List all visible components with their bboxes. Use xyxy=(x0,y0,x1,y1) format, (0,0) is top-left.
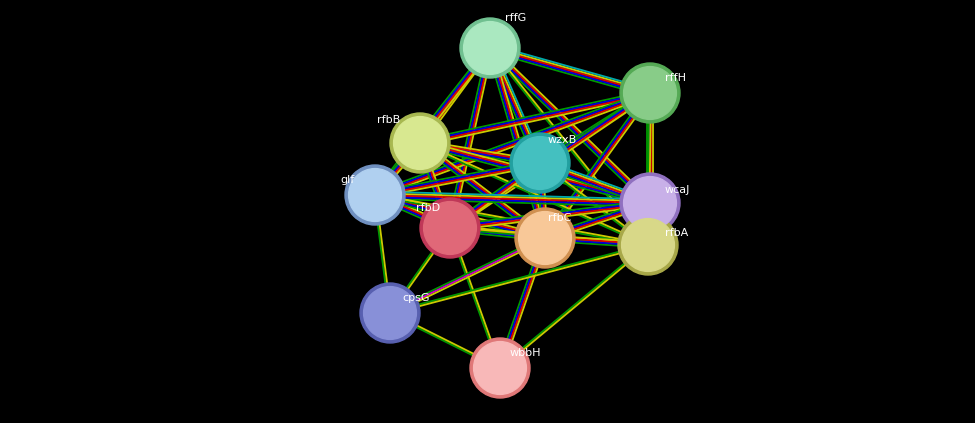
Circle shape xyxy=(618,215,678,275)
Circle shape xyxy=(519,212,571,264)
Circle shape xyxy=(463,22,517,74)
Text: rfbD: rfbD xyxy=(416,203,440,213)
Circle shape xyxy=(622,219,675,272)
Circle shape xyxy=(420,198,480,258)
Circle shape xyxy=(345,165,405,225)
Circle shape xyxy=(620,63,680,123)
Circle shape xyxy=(390,113,450,173)
Circle shape xyxy=(364,287,416,339)
Circle shape xyxy=(474,342,526,394)
Circle shape xyxy=(394,117,447,169)
Text: wbbH: wbbH xyxy=(510,348,541,358)
Circle shape xyxy=(624,66,677,119)
Text: rfbA: rfbA xyxy=(665,228,688,238)
Text: wcaJ: wcaJ xyxy=(665,185,690,195)
Circle shape xyxy=(515,208,575,268)
Text: cpsG: cpsG xyxy=(402,293,430,303)
Text: glf: glf xyxy=(340,175,355,185)
Text: rfbC: rfbC xyxy=(548,213,571,223)
Text: wzxB: wzxB xyxy=(548,135,577,145)
Circle shape xyxy=(510,133,570,193)
Circle shape xyxy=(360,283,420,343)
Circle shape xyxy=(423,202,477,254)
Text: rfbB: rfbB xyxy=(376,115,400,125)
Circle shape xyxy=(620,173,680,233)
Circle shape xyxy=(624,176,677,229)
Circle shape xyxy=(460,18,520,78)
Text: rffG: rffG xyxy=(505,13,526,23)
Circle shape xyxy=(349,169,402,221)
Circle shape xyxy=(514,137,566,190)
Circle shape xyxy=(470,338,530,398)
Text: rffH: rffH xyxy=(665,73,686,83)
